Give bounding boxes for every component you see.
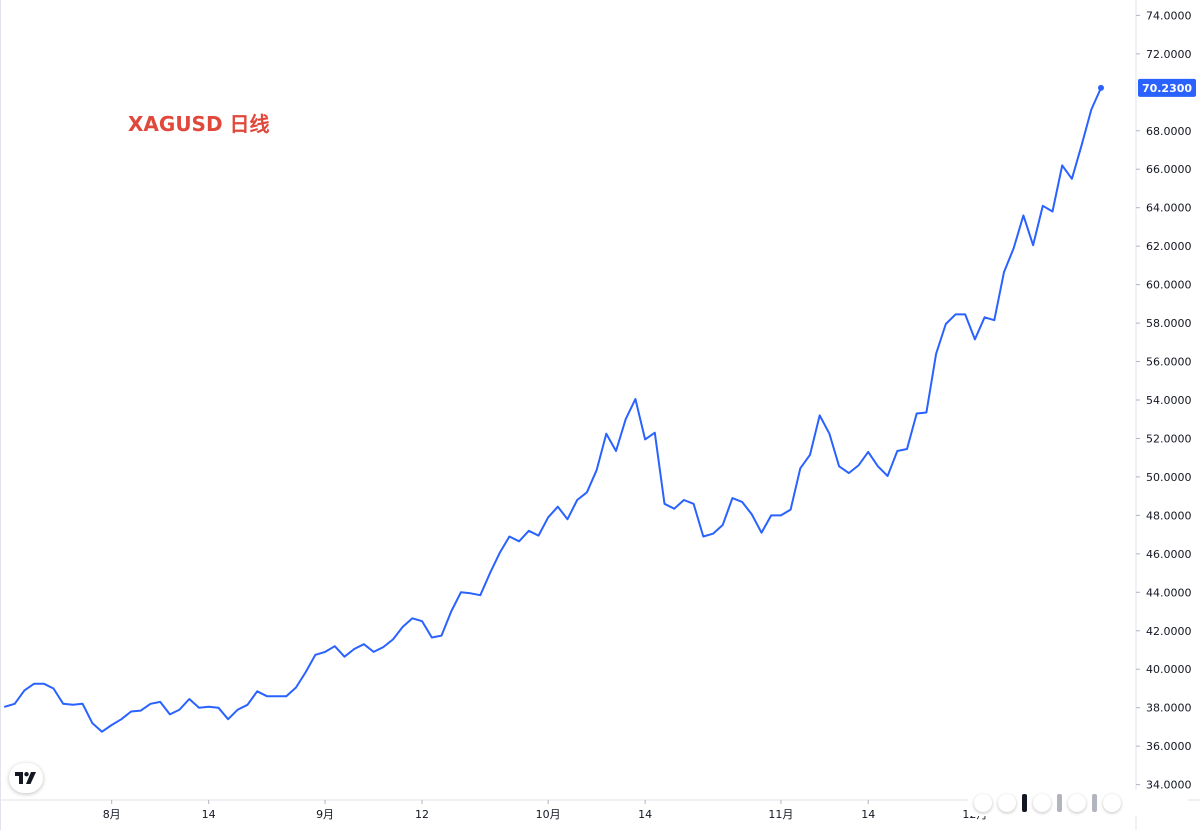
y-tick-label: 44.0000	[1146, 586, 1192, 599]
chart-navigation-controls[interactable]	[968, 790, 1188, 816]
zoom-out-button[interactable]	[1022, 794, 1027, 812]
y-tick-label: 58.0000	[1146, 317, 1192, 330]
chart-settings-button[interactable]	[1103, 794, 1121, 812]
y-tick-label: 62.0000	[1146, 240, 1192, 253]
x-tick-label: 9月	[316, 808, 334, 821]
reset-zoom-button[interactable]	[998, 794, 1016, 812]
scroll-left-button[interactable]	[974, 794, 992, 812]
y-tick-label: 48.0000	[1146, 509, 1192, 522]
x-tick-label: 14	[638, 808, 652, 821]
price-series	[4, 84, 1104, 733]
y-tick-label: 68.0000	[1146, 125, 1192, 138]
x-tick-label: 12	[415, 808, 429, 821]
x-tick-label: 8月	[103, 808, 121, 821]
y-tick-label: 40.0000	[1146, 663, 1192, 676]
chart-title: XAGUSD 日线	[128, 112, 270, 136]
last-price-badge	[1138, 78, 1196, 97]
tradingview-logo-icon[interactable]	[9, 763, 43, 793]
y-tick-label: 34.0000	[1146, 779, 1192, 792]
y-tick-label: 72.0000	[1146, 48, 1192, 61]
last-price-label: 70.2300	[1142, 82, 1192, 95]
reset-chart-button[interactable]	[1092, 794, 1097, 812]
y-tick-label: 42.0000	[1146, 625, 1192, 638]
y-tick-label: 52.0000	[1146, 432, 1192, 445]
x-tick-label: 14	[202, 808, 216, 821]
y-tick-label: 56.0000	[1146, 356, 1192, 369]
tradingview-logo-icon-glyph	[15, 772, 36, 784]
y-tick-label: 50.0000	[1146, 471, 1192, 484]
x-tick-label: 14	[861, 808, 875, 821]
y-tick-label: 36.0000	[1146, 740, 1192, 753]
last-price-dot	[1098, 84, 1104, 91]
go-to-realtime-button[interactable]	[1068, 794, 1086, 812]
x-tick-label: 10月	[536, 808, 561, 821]
zoom-in-button[interactable]	[1033, 794, 1051, 812]
y-tick-label: 64.0000	[1146, 202, 1192, 215]
x-tick-label: 11月	[768, 808, 793, 821]
y-tick-label: 66.0000	[1146, 163, 1192, 176]
y-tick-label: 38.0000	[1146, 702, 1192, 715]
y-tick-label: 54.0000	[1146, 394, 1192, 407]
y-tick-label: 60.0000	[1146, 279, 1192, 292]
y-tick-label: 74.0000	[1146, 9, 1192, 22]
series-line	[4, 86, 1102, 733]
scroll-right-button[interactable]	[1057, 794, 1062, 812]
y-tick-label: 46.0000	[1146, 548, 1192, 561]
